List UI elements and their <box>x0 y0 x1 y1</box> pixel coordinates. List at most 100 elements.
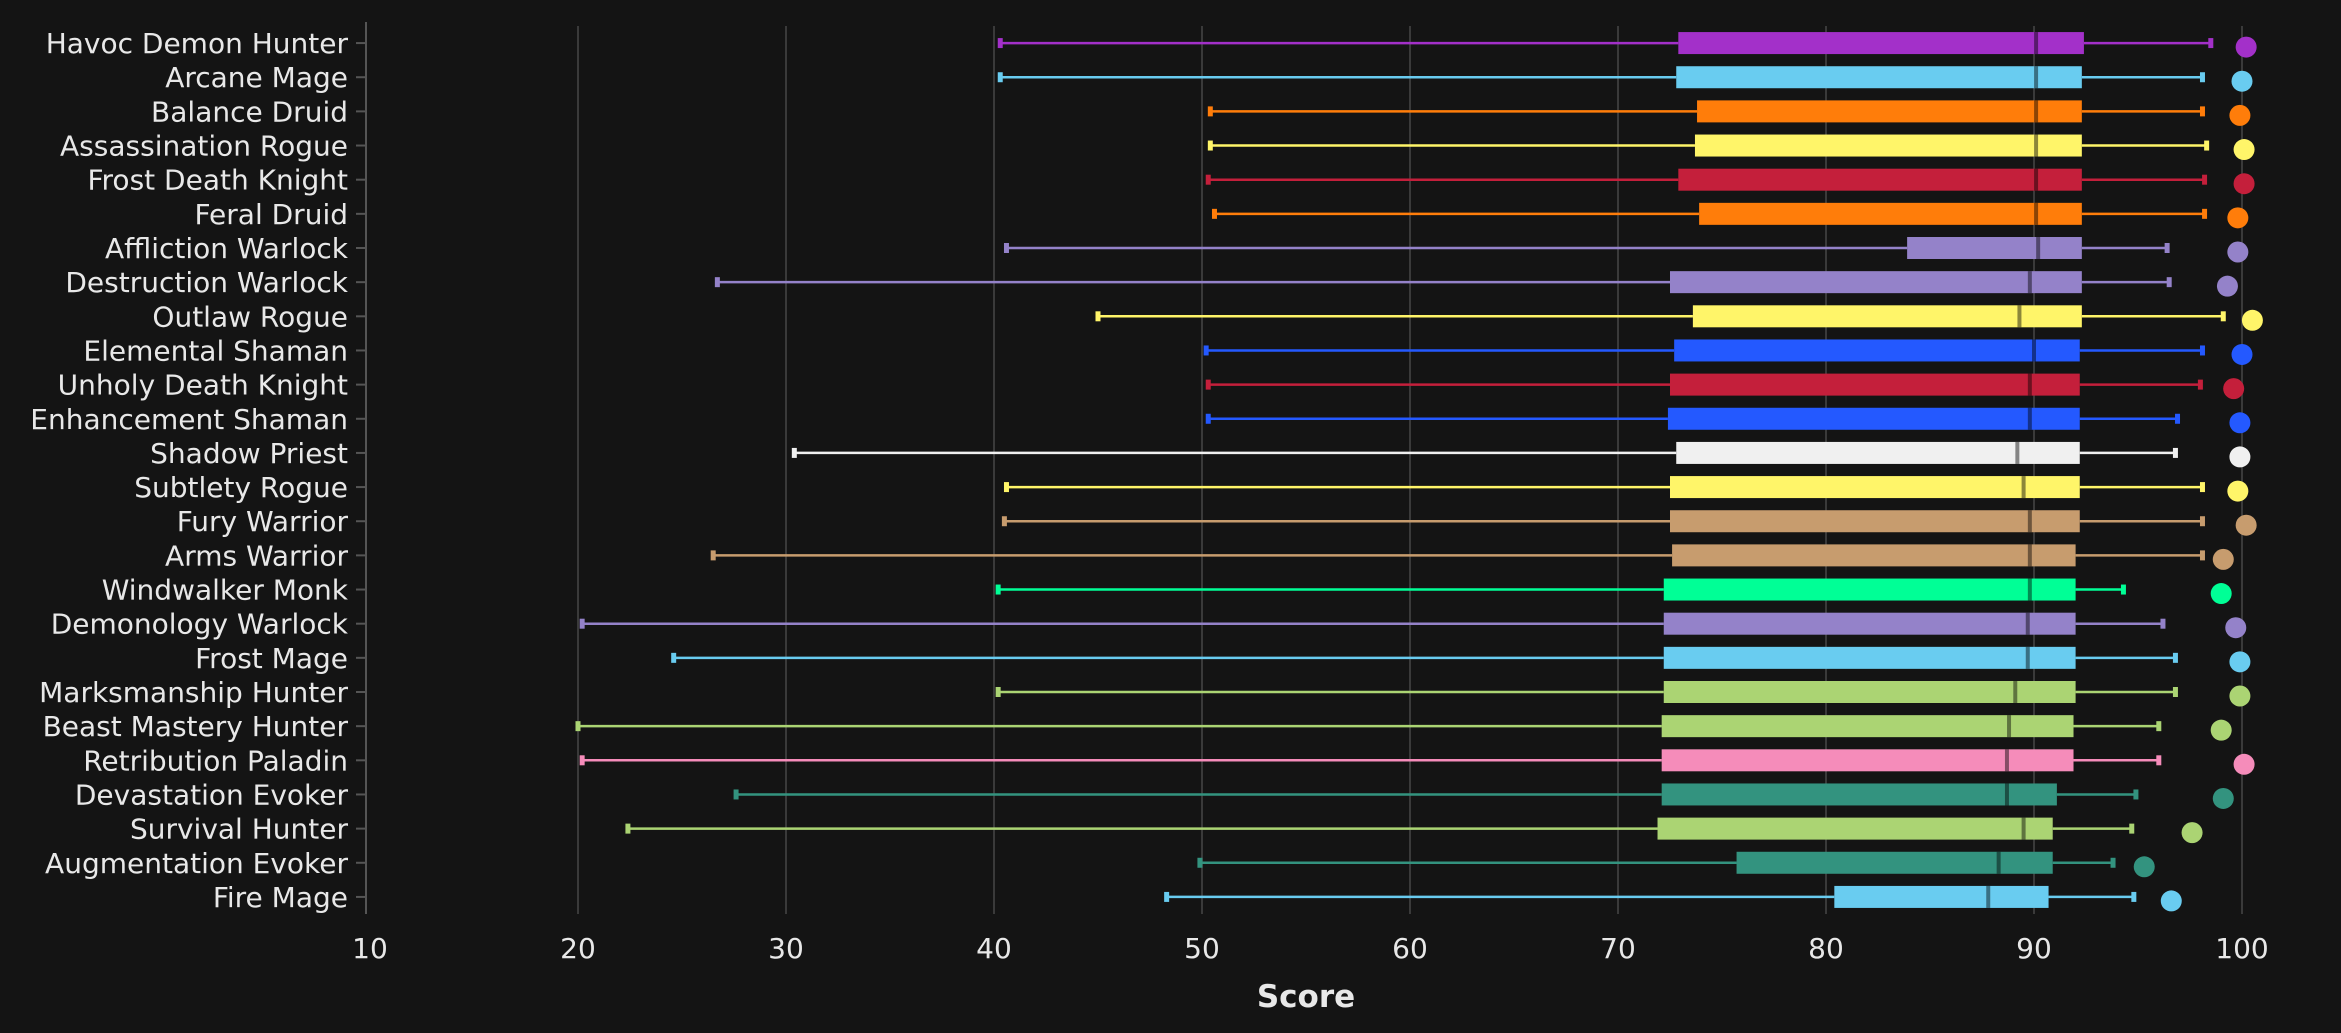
best-score-dot <box>2216 275 2238 297</box>
best-score-dot <box>2235 36 2257 58</box>
box-row <box>1203 339 2253 365</box>
category-label: Affliction Warlock <box>105 232 349 265</box>
best-score-dot <box>2229 685 2251 707</box>
axes: 10 20 30 40 50 60 70 80 90 100 <box>352 22 2269 965</box>
iqr-box <box>1676 441 2080 464</box>
iqr-box <box>1692 305 2082 328</box>
box-row <box>1205 168 2255 195</box>
iqr-box <box>1661 783 2057 806</box>
category-label: Devastation Evoker <box>75 778 349 811</box>
category-label: Marksmanship Hunter <box>39 676 348 709</box>
box-row <box>1001 510 2257 536</box>
box-row <box>1205 373 2245 400</box>
box-row <box>1205 407 2251 434</box>
best-score-dot <box>2227 480 2249 502</box>
iqr-box <box>1663 681 2076 703</box>
category-label: Havoc Demon Hunter <box>46 27 349 60</box>
iqr-box <box>1670 476 2080 499</box>
best-score-dot <box>2225 617 2247 639</box>
best-score-dot <box>2160 890 2182 912</box>
box-row <box>1095 305 2263 331</box>
iqr-box <box>1674 339 2080 362</box>
category-label: Frost Death Knight <box>87 164 348 197</box>
iqr-box <box>1663 612 2076 635</box>
iqr-box <box>1676 66 2082 89</box>
x-tick-label: 40 <box>976 932 1012 965</box>
box-row <box>714 271 2238 297</box>
category-label: Fury Warrior <box>177 505 349 538</box>
category-label: Subtlety Rogue <box>134 471 348 504</box>
box-row <box>995 578 2232 605</box>
category-label: Frost Mage <box>195 642 348 675</box>
best-score-dot <box>2229 651 2251 673</box>
best-score-dot <box>2233 173 2255 195</box>
box-row <box>710 544 2234 570</box>
box-row <box>791 441 2251 468</box>
category-label: Windwalker Monk <box>102 574 349 607</box>
best-score-dot <box>2233 753 2255 775</box>
iqr-box <box>1699 202 2082 225</box>
category-label: Beast Mastery Hunter <box>43 710 349 743</box>
iqr-box <box>1834 885 2049 908</box>
iqr-box <box>1672 544 2076 567</box>
iqr-box <box>1694 134 2082 157</box>
category-label: Outlaw Rogue <box>152 300 348 333</box>
category-label: Survival Hunter <box>130 813 349 846</box>
best-score-dot <box>2227 241 2249 263</box>
category-label: Assassination Rogue <box>60 130 348 163</box>
best-score-dot <box>2181 822 2203 844</box>
best-score-dot <box>2233 139 2255 161</box>
category-label: Fire Mage <box>213 881 348 914</box>
category-label: Shadow Priest <box>150 437 348 470</box>
iqr-box <box>1663 646 2076 669</box>
x-tick-label: 20 <box>560 932 596 965</box>
box-row <box>1003 237 2249 263</box>
best-score-dot <box>2212 548 2234 570</box>
iqr-box <box>1663 578 2076 601</box>
iqr-box <box>1661 749 2074 772</box>
x-tick-label: 50 <box>1184 932 1220 965</box>
iqr-box <box>1907 237 2082 259</box>
x-axis-title: Score <box>1257 979 1355 1015</box>
iqr-box <box>1678 168 2082 191</box>
category-label: Balance Druid <box>151 95 348 128</box>
best-score-dot <box>2235 514 2257 536</box>
best-score-dot <box>2241 309 2263 331</box>
box-row <box>733 783 2234 809</box>
category-label: Arcane Mage <box>165 61 348 94</box>
x-tick-label: 30 <box>768 932 804 965</box>
best-score-dot <box>2229 412 2251 434</box>
box-row <box>575 715 2232 741</box>
iqr-box <box>1670 271 2082 294</box>
box-row <box>579 612 2247 639</box>
iqr-box <box>1667 407 2080 430</box>
x-tick-label: 90 <box>2016 932 2052 965</box>
best-score-dot <box>2223 378 2245 400</box>
iqr-box <box>1697 100 2082 123</box>
x-tick-label: 100 <box>2215 932 2268 965</box>
x-tick-label: 60 <box>1392 932 1428 965</box>
box-row <box>997 32 2257 58</box>
category-label: Augmentation Evoker <box>45 847 348 880</box>
x-tick-label: 70 <box>1600 932 1636 965</box>
x-tick-label: 80 <box>1808 932 1844 965</box>
x-tick-label: 10 <box>352 932 388 965</box>
box-row <box>1207 134 2255 161</box>
iqr-box <box>1657 817 2053 840</box>
category-label: Feral Druid <box>194 198 348 231</box>
series-layer <box>575 32 2263 912</box>
best-score-dot <box>2229 446 2251 468</box>
box-row <box>1197 851 2155 878</box>
best-score-dot <box>2210 583 2232 605</box>
box-row <box>625 817 2203 844</box>
category-label: Arms Warrior <box>165 539 348 572</box>
box-row <box>1207 100 2251 126</box>
best-score-dot <box>2229 104 2251 126</box>
best-score-dot <box>2231 70 2253 92</box>
category-label: Elemental Shaman <box>83 334 348 367</box>
iqr-box <box>1670 373 2080 396</box>
iqr-box <box>1661 715 2074 738</box>
best-score-dot <box>2231 343 2253 365</box>
iqr-box <box>1670 510 2080 533</box>
box-row <box>579 749 2255 775</box>
